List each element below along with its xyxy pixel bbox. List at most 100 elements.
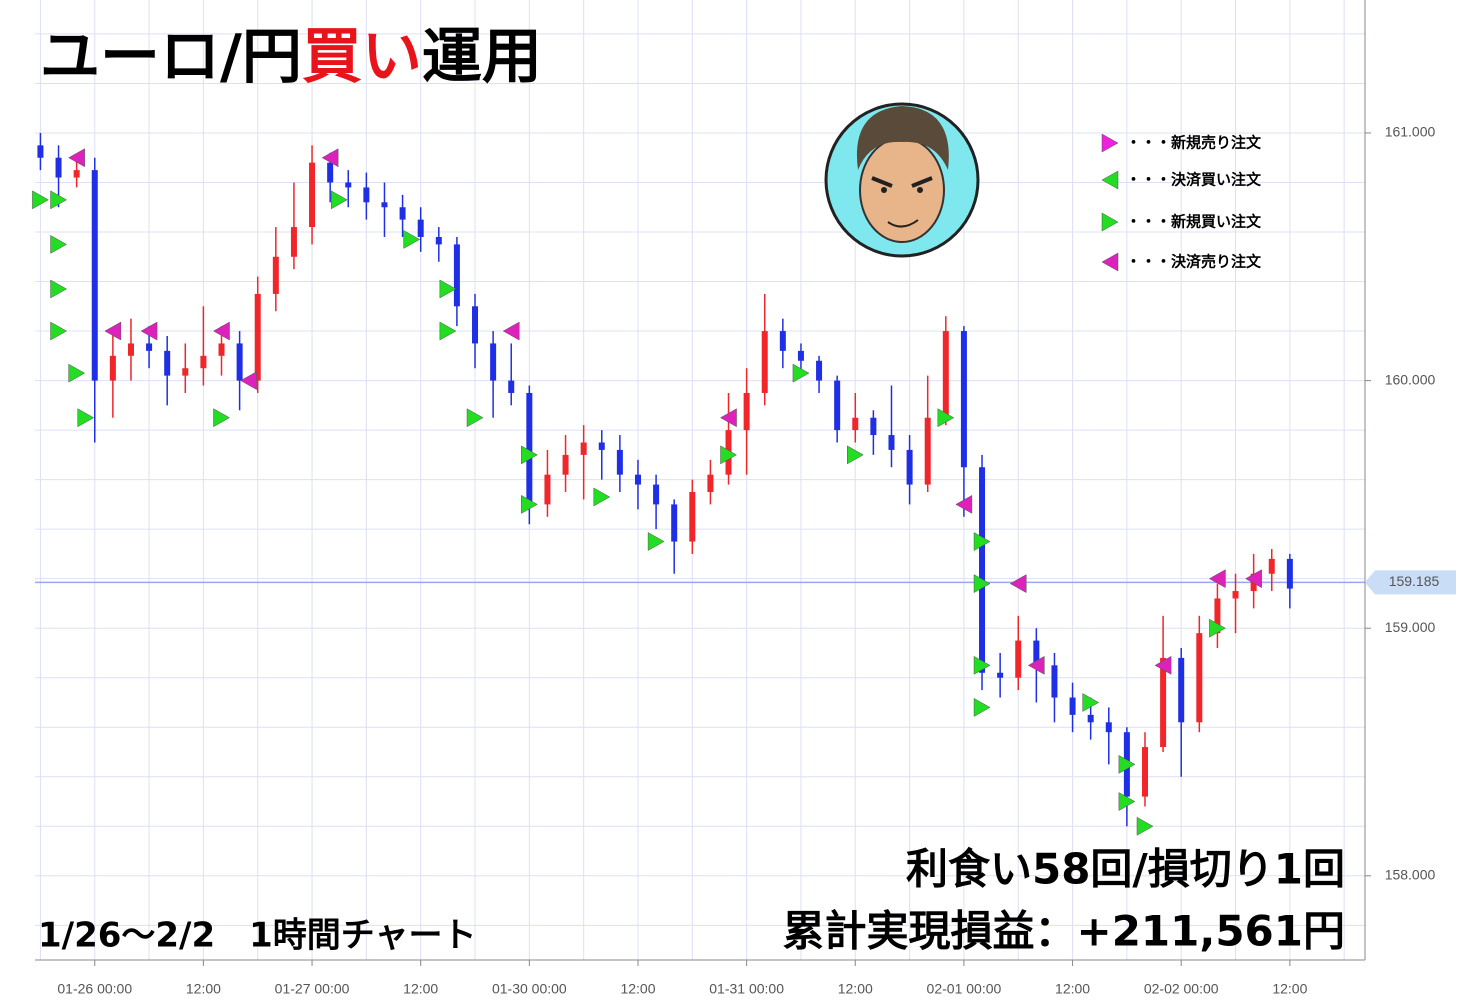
- candle-body: [1178, 657, 1185, 723]
- grid: [35, 0, 1365, 960]
- x-tick-label: 01-26 00:00: [57, 981, 132, 997]
- candle-body: [127, 343, 134, 356]
- legend: ・・・新規売り注文・・・決済買い注文・・・新規買い注文・・・決済売り注文: [1101, 133, 1262, 272]
- candle-body: [327, 162, 334, 183]
- legend-label: ・・・新規買い注文: [1126, 213, 1262, 231]
- period-label: 1/26〜2/2 1時間チャート: [38, 916, 476, 956]
- y-tick-label: 161.000: [1385, 124, 1436, 140]
- candle-body: [1286, 558, 1293, 589]
- legend-symbol: [1101, 133, 1119, 153]
- order-marker: [240, 371, 257, 391]
- summary: 累計実現損益：+211,561円: [783, 907, 1346, 956]
- candle-body: [761, 331, 768, 393]
- candle-body: [689, 492, 696, 542]
- title-part: 運用: [422, 22, 542, 92]
- candle-body: [888, 435, 895, 450]
- order-marker: [937, 408, 955, 428]
- legend-label: ・・・新規売り注文: [1126, 134, 1262, 152]
- candle-body: [417, 219, 424, 237]
- x-tick-label: 01-31 00:00: [709, 981, 784, 997]
- order-marker: [973, 698, 991, 717]
- candle-body: [309, 162, 316, 228]
- candle-body: [1015, 640, 1022, 678]
- chart-title: ユーロ/円買い運用: [40, 22, 542, 92]
- order-marker: [68, 363, 86, 383]
- order-marker: [140, 321, 158, 341]
- order-marker: [104, 321, 122, 341]
- x-tick-label: 02-02 00:00: [1144, 981, 1219, 997]
- candle-body: [979, 467, 986, 673]
- y-tick-label: 160.000: [1385, 371, 1436, 387]
- candle-body: [671, 504, 678, 542]
- candle-body: [1105, 722, 1112, 733]
- y-tick-label: 158.000: [1385, 867, 1436, 883]
- candle-body: [381, 202, 388, 208]
- candle-body: [73, 170, 80, 178]
- order-marker: [68, 148, 85, 168]
- plot: [32, 132, 1365, 836]
- candle-body: [797, 350, 804, 361]
- order-marker: [521, 494, 538, 514]
- candle-body: [453, 244, 460, 307]
- candle-body: [182, 368, 189, 376]
- candle-body: [1141, 747, 1148, 797]
- candle-body: [236, 343, 243, 381]
- x-tick-label: 12:00: [620, 981, 655, 997]
- order-marker: [213, 408, 231, 428]
- candle-body: [779, 331, 786, 351]
- x-tick-label: 12:00: [403, 981, 438, 997]
- order-marker: [32, 190, 49, 210]
- candle-body: [707, 474, 714, 493]
- order-marker: [792, 363, 810, 383]
- order-marker: [1209, 618, 1226, 638]
- order-marker: [847, 445, 864, 465]
- candle-body: [109, 355, 116, 381]
- legend-symbol: [1101, 212, 1119, 232]
- legend-label: ・・・決済売り注文: [1126, 253, 1262, 271]
- order-marker: [439, 321, 457, 341]
- order-marker: [403, 230, 421, 249]
- candle-body: [345, 182, 352, 188]
- candle-body: [1087, 714, 1094, 723]
- candle-body: [508, 380, 515, 393]
- x-tick-label: 01-27 00:00: [275, 981, 350, 997]
- candle-body: [363, 187, 370, 203]
- y-tick-label: 159.000: [1385, 619, 1436, 635]
- candle-body: [91, 170, 98, 381]
- order-marker: [955, 494, 973, 514]
- candle-body: [1268, 558, 1275, 574]
- candle-body: [1232, 591, 1239, 599]
- last-price-label: 159.185: [1389, 573, 1440, 589]
- candle-body: [472, 306, 479, 344]
- candle-body: [906, 449, 913, 485]
- order-marker: [1082, 693, 1100, 712]
- summary: 利食い58回/損切り1回: [906, 845, 1345, 894]
- order-marker: [1136, 816, 1154, 836]
- order-marker: [521, 445, 538, 465]
- order-marker: [973, 574, 991, 594]
- candle-body: [960, 331, 967, 468]
- candle-body: [852, 417, 859, 431]
- candle-body: [1160, 657, 1167, 748]
- candle-body: [997, 672, 1004, 678]
- order-marker: [1245, 569, 1262, 589]
- order-marker: [973, 532, 991, 551]
- candle-body: [616, 449, 623, 475]
- candle-body: [743, 392, 750, 431]
- order-marker: [1154, 655, 1172, 675]
- legend-label: ・・・決済買い注文: [1126, 171, 1262, 189]
- candle-body: [580, 442, 587, 455]
- candle-body: [526, 392, 533, 505]
- candle-body: [290, 227, 297, 257]
- candle-body: [544, 474, 551, 505]
- candle-body: [490, 343, 497, 381]
- candle-body: [55, 157, 62, 178]
- legend-symbol: [1101, 252, 1119, 272]
- title-part: ユーロ/円: [40, 22, 302, 92]
- candle-body: [1214, 598, 1221, 634]
- order-marker: [466, 408, 484, 428]
- x-tick-label: 02-01 00:00: [927, 981, 1002, 997]
- candle-body: [399, 207, 406, 220]
- candle-body: [164, 350, 171, 376]
